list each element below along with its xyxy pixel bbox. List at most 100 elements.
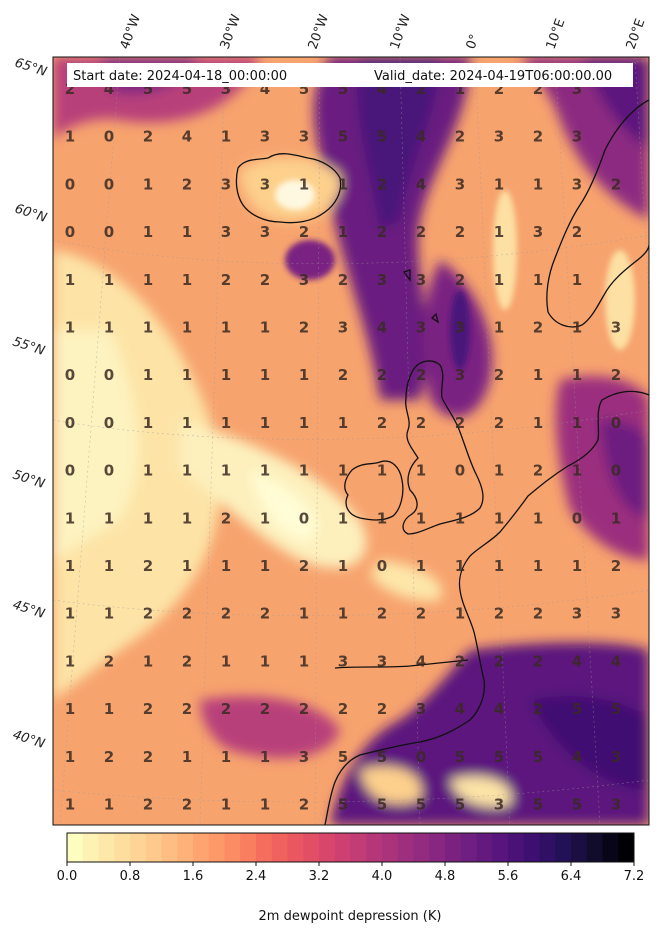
grid-value: 2 bbox=[143, 605, 153, 623]
grid-value: 2 bbox=[104, 652, 114, 670]
grid-value: 5 bbox=[611, 700, 621, 718]
grid-value: 2 bbox=[455, 652, 465, 670]
colorbar-segment bbox=[523, 833, 540, 862]
colorbar-segment bbox=[350, 833, 367, 862]
grid-value: 1 bbox=[260, 414, 270, 432]
colorbar-tick-label: 4.8 bbox=[435, 869, 456, 884]
grid-value: 2 bbox=[533, 319, 543, 337]
field-detail bbox=[275, 180, 635, 370]
colorbar-segment bbox=[445, 833, 462, 862]
grid-value: 1 bbox=[299, 652, 309, 670]
grid-value: 5 bbox=[143, 80, 153, 98]
grid-value: 2 bbox=[299, 223, 309, 241]
grid-value: 1 bbox=[65, 700, 75, 718]
grid-value: 1 bbox=[65, 605, 75, 623]
grid-value: 2 bbox=[260, 605, 270, 623]
grid-value: 2 bbox=[572, 223, 582, 241]
grid-value: 3 bbox=[221, 223, 231, 241]
grid-value: 1 bbox=[182, 509, 192, 527]
grid-value: 2 bbox=[182, 175, 192, 193]
grid-value: 2 bbox=[338, 271, 348, 289]
latitude-label: 55°N bbox=[11, 335, 47, 359]
grid-value: 3 bbox=[611, 748, 621, 766]
grid-value: 2 bbox=[455, 128, 465, 146]
colorbar-segment bbox=[271, 833, 288, 862]
colorbar-tick-label: 5.6 bbox=[498, 869, 519, 884]
grid-value: 1 bbox=[533, 509, 543, 527]
grid-value: 1 bbox=[143, 366, 153, 384]
grid-value: 3 bbox=[611, 796, 621, 814]
grid-value: 3 bbox=[338, 652, 348, 670]
grid-value: 1 bbox=[455, 80, 465, 98]
grid-value: 2 bbox=[416, 605, 426, 623]
grid-value: 2 bbox=[338, 366, 348, 384]
grid-value: 1 bbox=[182, 414, 192, 432]
grid-value: 5 bbox=[533, 748, 543, 766]
colorbar-segment bbox=[130, 833, 147, 862]
grid-value: 1 bbox=[494, 223, 504, 241]
latitude-label: 45°N bbox=[11, 598, 47, 622]
grid-value: 0 bbox=[104, 462, 114, 480]
grid-value: 2 bbox=[221, 509, 231, 527]
grid-value: 0 bbox=[416, 748, 426, 766]
coastlines bbox=[235, 99, 649, 825]
grid-value: 1 bbox=[572, 462, 582, 480]
grid-value: 2 bbox=[377, 223, 387, 241]
colorbar-segment bbox=[571, 833, 588, 862]
grid-value: 1 bbox=[494, 175, 504, 193]
grid-value: 1 bbox=[143, 223, 153, 241]
grid-value: 5 bbox=[416, 796, 426, 814]
grid-value: 3 bbox=[611, 605, 621, 623]
map-field: 2 4 5 5 3 4 5 5 4 2 1 2 2 3 1 0 2 4 1 3 3 5 5 4 2 3 2 3 0 0 1 2 3 3 1 1 2 4 3 1… bbox=[53, 57, 649, 825]
grid-value: 2 bbox=[377, 414, 387, 432]
grid-value: 1 bbox=[182, 557, 192, 575]
colorbar-segment bbox=[67, 833, 84, 862]
grid-value: 5 bbox=[338, 128, 348, 146]
colorbar-tick-label: 2.4 bbox=[246, 869, 267, 884]
colorbar-segment bbox=[539, 833, 556, 862]
grid-value: 0 bbox=[104, 223, 114, 241]
colorbar-segment bbox=[256, 833, 273, 862]
grid-value: 2 bbox=[221, 605, 231, 623]
grid-value: 2 bbox=[494, 366, 504, 384]
longitude-label: 10°E bbox=[544, 17, 569, 52]
grid-value: 2 bbox=[611, 175, 621, 193]
grid-value: 1 bbox=[377, 509, 387, 527]
colorbar-frame bbox=[66, 832, 635, 863]
grid-value: 3 bbox=[260, 175, 270, 193]
grid-value: 3 bbox=[611, 319, 621, 337]
grid-value: 1 bbox=[494, 509, 504, 527]
grid-value: 2 bbox=[182, 700, 192, 718]
grid-value: 1 bbox=[416, 462, 426, 480]
grid-value: 1 bbox=[104, 319, 114, 337]
grid-value: 3 bbox=[416, 700, 426, 718]
grid-value: 1 bbox=[494, 557, 504, 575]
grid-value: 2 bbox=[104, 748, 114, 766]
grid-value: 1 bbox=[572, 557, 582, 575]
grid-value: 2 bbox=[494, 414, 504, 432]
coast-ireland bbox=[344, 460, 404, 521]
grid-value: 3 bbox=[260, 223, 270, 241]
colorbar-segment bbox=[208, 833, 225, 862]
grid-value: 2 bbox=[377, 605, 387, 623]
grid-value: 4 bbox=[182, 128, 192, 146]
grid-value: 1 bbox=[338, 462, 348, 480]
grid-value: 1 bbox=[65, 128, 75, 146]
colorbar-segment bbox=[224, 833, 241, 862]
grid-value: 1 bbox=[494, 319, 504, 337]
grid-value: 2 bbox=[416, 223, 426, 241]
grid-value: 1 bbox=[182, 462, 192, 480]
grid-value: 0 bbox=[65, 414, 75, 432]
grid-value: 3 bbox=[572, 128, 582, 146]
grid-value: 5 bbox=[533, 796, 543, 814]
grid-value: 1 bbox=[260, 748, 270, 766]
grid-value: 1 bbox=[221, 319, 231, 337]
grid-value: 5 bbox=[377, 748, 387, 766]
grid-value: 3 bbox=[572, 80, 582, 98]
grid-value: 1 bbox=[338, 509, 348, 527]
grid-value: 1 bbox=[104, 605, 114, 623]
grid-value: 3 bbox=[338, 319, 348, 337]
grid-value: 0 bbox=[572, 509, 582, 527]
colorbar-segment bbox=[492, 833, 509, 862]
grid-value: 0 bbox=[104, 414, 114, 432]
